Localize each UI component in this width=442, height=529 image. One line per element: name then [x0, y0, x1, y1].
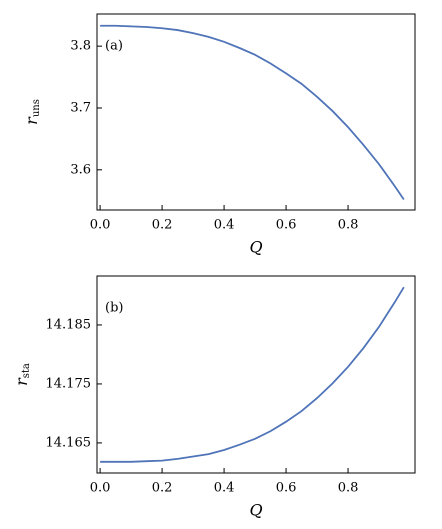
- x-axis-label: Q: [249, 501, 262, 520]
- y-axis-label: runs: [22, 99, 42, 125]
- x-tick-label: 0.8: [338, 218, 359, 233]
- y-axis-label-main: r: [22, 116, 41, 125]
- y-tick-label: 3.6: [70, 162, 91, 177]
- y-tick-label: 3.7: [70, 100, 91, 115]
- y-axis-label-sub: uns: [31, 99, 42, 117]
- plot-frame: [96, 13, 416, 211]
- y-tick-label: 14.175: [46, 376, 92, 391]
- panel-label: (b): [105, 301, 123, 316]
- x-tick-label: 0.4: [214, 218, 235, 233]
- y-axis-label: rsta: [12, 363, 32, 386]
- y-tick-label: 3.8: [70, 39, 91, 54]
- x-tick-label: 0.2: [152, 218, 173, 233]
- data-line: [100, 24, 405, 200]
- plot-frame: [96, 275, 416, 474]
- x-tick-label: 0.6: [276, 218, 297, 233]
- y-tick-label: 14.185: [46, 317, 92, 332]
- x-tick-label: 0.0: [90, 218, 111, 233]
- y-axis-label-main: r: [12, 377, 31, 386]
- y-axis-label-sub: sta: [21, 363, 32, 378]
- x-tick-label: 0.6: [276, 481, 297, 496]
- y-tick-label: 14.165: [46, 435, 92, 450]
- x-axis-label: Q: [249, 238, 262, 257]
- x-tick-label: 0.2: [152, 481, 173, 496]
- x-tick-label: 0.8: [338, 481, 359, 496]
- chart-panel: 0.0 0.2 0.4 0.6 0.8 14.165 14.175 14.185 (b) Qrst…: [12, 275, 416, 520]
- x-tick-label: 0.4: [214, 481, 235, 496]
- data-line: [100, 286, 405, 463]
- x-tick-label: 0.0: [90, 481, 111, 496]
- panel-label: (a): [105, 39, 123, 54]
